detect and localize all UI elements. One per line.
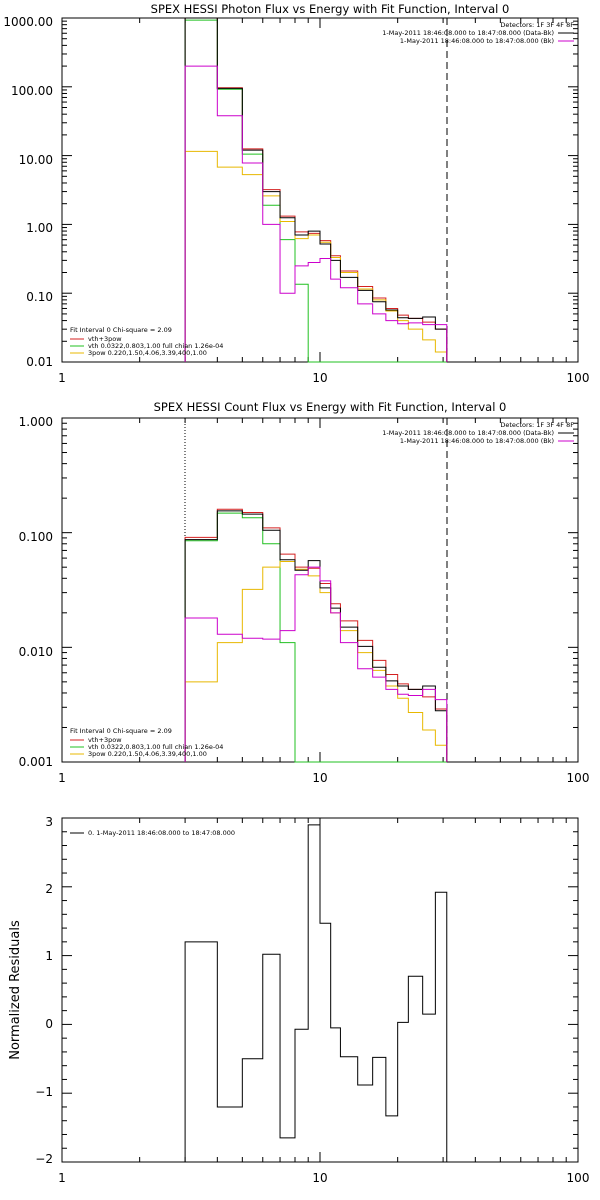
photon-ytick-1: 1.00: [26, 221, 53, 235]
photon-detectors-label: Detectors: 1F 3F 4F 8F: [500, 21, 574, 29]
series-line-data-bk: [184, 510, 448, 762]
count-interval-label-1: 1-May-2011 18:46:08.000 to 18:47:08.000 …: [382, 429, 554, 437]
count-legend-label-3: 3pow 0.220,1.50,4.06,3.39,400,1.00: [88, 750, 207, 758]
photon-ytick-1000: 1000.00: [3, 15, 53, 29]
photon-interval-label-1: 1-May-2011 18:46:08.000 to 18:47:08.000 …: [382, 29, 554, 37]
series-line-bk: [184, 566, 448, 762]
photon-xtick-1: 1: [58, 371, 66, 385]
count-xtick-100: 100: [567, 771, 590, 785]
series-line-3pow-0-220-1-50-4-06-3-39-400-1-00: [184, 561, 448, 762]
count-title: SPEX HESSI Count Flux vs Energy with Fit…: [154, 400, 507, 414]
residuals-xtick-10: 10: [312, 1171, 327, 1185]
residuals-ytick-1: 1: [45, 949, 53, 963]
series-line-bk: [184, 65, 448, 362]
count-series: [184, 508, 448, 763]
residuals-ytick-3: 3: [45, 815, 53, 829]
count-fit-label: Fit Interval 0 Chi-square = 2.09: [70, 727, 172, 735]
count-detectors-label: Detectors: 1F 3F 4F 8F: [500, 421, 574, 429]
series-line-vth-0-0322-0-803-1-00-full-chian-1-26e-04: [184, 19, 447, 363]
count-interval-label-2: 1-May-2011 18:46:08.000 to 18:47:08.000 …: [400, 437, 554, 445]
photon-series: [184, 17, 448, 363]
residuals-legend-label: 0. 1-May-2011 18:46:08.000 to 18:47:08.0…: [88, 829, 235, 837]
residuals-y-axis-label: Normalized Residuals: [8, 920, 23, 1060]
residuals-ticks: [61, 817, 578, 1163]
photon-interval-label-2: 1-May-2011 18:46:08.000 to 18:47:08.000 …: [400, 37, 554, 45]
photon-flux-panel: SPEX HESSI Photon Flux vs Energy with Fi…: [3, 2, 589, 385]
count-flux-panel: SPEX HESSI Count Flux vs Energy with Fit…: [19, 400, 590, 785]
residuals-xtick-1: 1: [58, 1171, 66, 1185]
photon-ytick-10: 10.00: [19, 153, 53, 167]
photon-ytick-0.1: 0.10: [26, 290, 53, 304]
series-line-0-1-may-2011-18-46-08-000-to-18-47-08-000: [184, 824, 448, 1162]
count-ytick-0.01: 0.010: [19, 645, 53, 659]
residuals-panel: Normalized Residuals 3 2 1 0 −1 −2 1 10 …: [8, 815, 589, 1185]
photon-title: SPEX HESSI Photon Flux vs Energy with Fi…: [151, 2, 510, 16]
count-legend-label-1: vth+3pow: [88, 736, 122, 744]
series-line-vth-0-0322-0-803-1-00-full-chian-1-26e-04: [184, 512, 447, 763]
count-ytick-0.001: 0.001: [19, 755, 53, 769]
residuals-xtick-100: 100: [567, 1171, 590, 1185]
photon-ticks: [61, 18, 578, 363]
series-line-data-bk: [184, 17, 448, 362]
count-xtick-1: 1: [58, 771, 66, 785]
photon-legend-label-3: 3pow 0.220,1.50,4.06,3.39,400,1.00: [88, 349, 207, 357]
series-line-vth-3pow: [184, 17, 448, 362]
count-legend-label-2: vth 0.0322,0.803,1.00 full chian 1.26e-0…: [88, 743, 223, 751]
residuals-ytick-m2: −2: [35, 1152, 53, 1166]
count-ytick-1: 1.000: [19, 415, 53, 429]
photon-plot-frame: [61, 17, 579, 363]
series-line-vth-3pow: [184, 508, 448, 762]
photon-legend-label-1: vth+3pow: [88, 335, 122, 343]
count-ytick-0.1: 0.100: [19, 530, 53, 544]
residuals-series: [184, 824, 448, 1162]
residuals-ytick-m1: −1: [35, 1085, 53, 1099]
photon-ytick-100: 100.00: [11, 84, 53, 98]
series-line-3pow-0-220-1-50-4-06-3-39-400-1-00: [184, 150, 448, 362]
photon-fit-label: Fit Interval 0 Chi-square = 2.09: [70, 326, 172, 334]
count-xtick-10: 10: [312, 771, 327, 785]
photon-xtick-10: 10: [312, 371, 327, 385]
residuals-ytick-2: 2: [45, 882, 53, 896]
photon-legend-label-2: vth 0.0322,0.803,1.00 full chian 1.26e-0…: [88, 342, 223, 350]
photon-ytick-0.01: 0.01: [26, 355, 53, 369]
residuals-ytick-0: 0: [45, 1017, 53, 1031]
photon-xtick-100: 100: [567, 371, 590, 385]
